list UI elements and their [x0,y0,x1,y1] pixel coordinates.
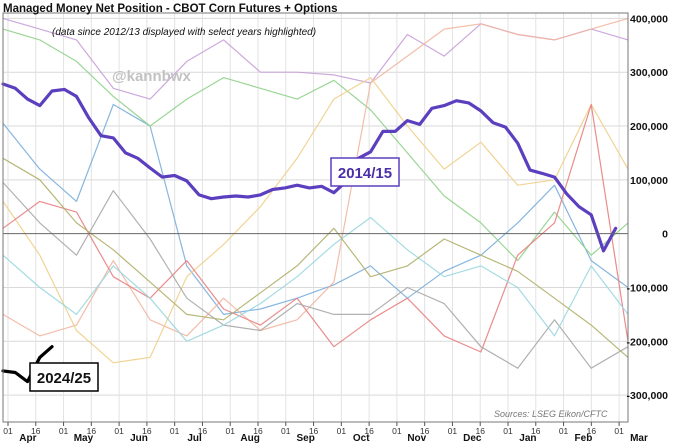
x-axis: 01 16 01 16 01 16 01 16 01 16 01 16 01 16 01 16 01 16 01 16… [3,422,648,444]
x-tick-month: May [74,433,94,444]
x-tick-day: 01 [614,426,624,436]
x-tick-day: 01 [392,426,402,436]
watermark: @kannbwx [112,68,191,85]
y-tick-label: -200,000 [627,336,669,348]
series-line-2014-15 [1,82,618,253]
chart-subtitle: (data since 2012/13 displayed with selec… [52,27,316,38]
y-tick-label: 400,000 [630,13,668,25]
series-line-background-8 [2,182,629,369]
series-line-background-6 [2,76,629,364]
x-tick-day: 01 [503,426,513,436]
series-line-background-9 [2,216,629,342]
x-tick-day: 01 [337,426,347,436]
y-tick-label: 200,000 [630,121,668,133]
x-tick-month: Feb [575,433,593,444]
x-tick-month: Mar [630,433,648,444]
y-tick-label: -100,000 [627,282,669,294]
x-tick-month: Jun [130,433,148,444]
series-line-background-10 [2,157,629,358]
x-tick-day: 01 [281,426,291,436]
x-tick-month: Sep [296,433,314,444]
x-tick-day: 01 [559,426,569,436]
callout-2014-15: 2014/15 [330,157,400,187]
callout-2014-15-box [330,157,400,187]
x-tick-month: Dec [463,433,482,444]
x-tick-month: Nov [407,433,426,444]
y-tick-label: 300,000 [630,67,668,79]
x-tick-day: 16 [253,426,263,436]
x-tick-day: 16 [364,426,374,436]
y-tick-label: -300,000 [627,390,669,402]
series-line-background-7 [2,103,629,353]
series-line-background-5 [2,17,629,337]
callout-2024-25-label: 2024/25 [37,370,91,387]
x-tick-day: 01 [59,426,69,436]
source-note: Sources: LSEG Eikon/CFTC [494,409,608,419]
x-tick-day: 16 [531,426,541,436]
y-tick-label: 0 [662,229,668,241]
y-tick-label: 100,000 [630,175,668,187]
x-tick-day: 01 [114,426,124,436]
x-tick-month: Aug [240,433,259,444]
series-line-background-3 [2,28,629,262]
x-tick-month: Oct [353,433,370,444]
x-tick-day: 16 [475,426,485,436]
x-tick-month: Apr [19,433,36,444]
series-group [2,17,629,369]
x-tick-day: 16 [142,426,152,436]
x-tick-month: Jul [187,433,202,444]
x-tick-day: 16 [87,426,97,436]
callout-2024-25-box [29,362,99,392]
chart-title: Managed Money Net Position - CBOT Corn F… [3,3,337,15]
x-tick-day: 01 [170,426,180,436]
x-tick-day: 16 [31,426,41,436]
callout-2024-25: 2024/25 [29,362,99,392]
x-tick-month: Jan [519,433,536,444]
series-line-2024-25 [1,345,54,384]
x-tick-day: 01 [3,426,13,436]
callout-2014-15-label: 2014/15 [338,165,392,182]
x-tick-day: 01 [225,426,235,436]
x-tick-day: 01 [448,426,458,436]
highlight-series-group [1,82,618,384]
x-tick-day: 16 [198,426,208,436]
x-tick-day: 16 [587,426,597,436]
x-tick-day: 16 [309,426,319,436]
series-line-background-2 [2,103,629,315]
plot-frame [2,12,629,423]
x-tick-day: 16 [420,426,430,436]
y-axis: 400,000 300,000 200,000 100,000 0 -100,000 -20… [627,13,669,402]
